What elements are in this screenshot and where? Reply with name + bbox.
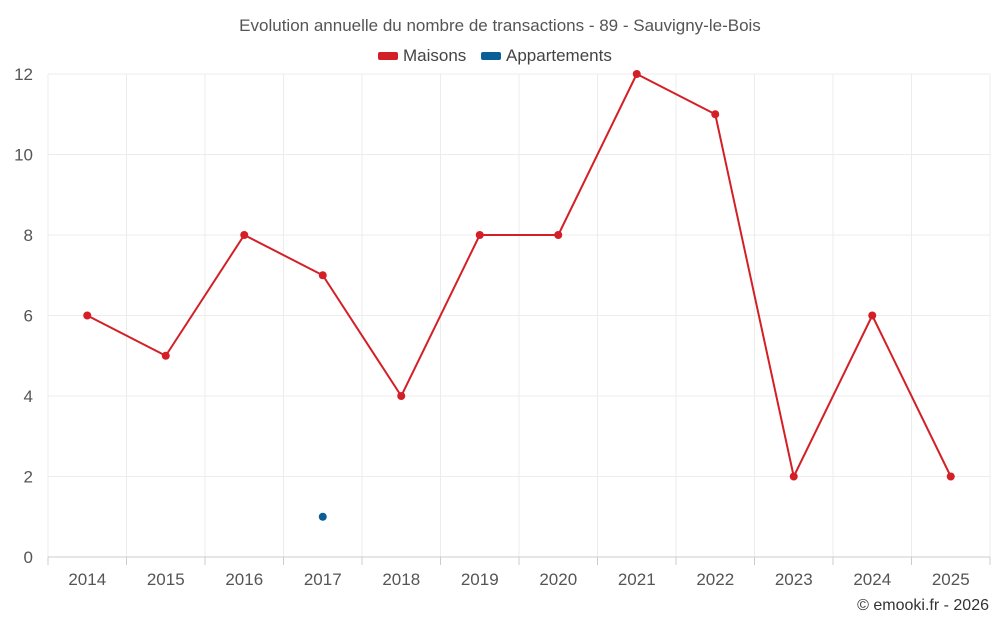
data-point-maisons[interactable] [83,311,92,320]
data-point-maisons[interactable] [318,271,327,280]
series-points [83,70,955,521]
legend-item-maisons[interactable]: Maisons [403,46,466,65]
y-tick-label: 12 [14,65,33,84]
legend: Maisons Appartements [378,46,612,65]
x-tick-label: 2014 [68,570,106,589]
data-point-maisons[interactable] [554,231,563,239]
data-point-maisons[interactable] [946,472,955,481]
legend-item-appartements[interactable]: Appartements [506,46,612,65]
data-point-maisons[interactable] [397,392,406,400]
x-tick-label: 2017 [304,570,342,589]
x-tick-label: 2020 [539,570,577,589]
series-lines [86,73,952,478]
y-tick-label: 6 [24,307,33,326]
x-tick-label: 2025 [932,570,970,589]
x-tick-label: 2023 [775,570,813,589]
data-point-maisons[interactable] [868,311,877,320]
data-point-maisons[interactable] [475,231,484,239]
y-tick-label: 2 [24,468,33,487]
data-point-appartements[interactable] [318,512,327,521]
data-point-maisons[interactable] [711,110,720,119]
legend-swatch-maisons [378,52,398,60]
x-tick-label: 2019 [461,570,499,589]
y-tick-label: 8 [24,226,33,245]
x-tick-label: 2022 [696,570,734,589]
x-tick-label: 2015 [147,570,185,589]
chart-title: Evolution annuelle du nombre de transact… [239,16,761,35]
x-tick-label: 2021 [618,570,656,589]
y-tick-label: 4 [24,387,33,406]
axes [47,556,991,565]
y-axis-ticks: 0 2 4 6 8 10 12 [14,65,33,567]
x-tick-label: 2018 [382,570,420,589]
legend-swatch-appartements [481,52,501,60]
credit-text: © emooki.fr - 2026 [857,597,989,614]
y-tick-label: 10 [14,146,33,165]
x-tick-label: 2024 [853,570,891,589]
x-axis-ticks: 2014 2015 2016 2017 2018 2019 2020 2021 2022 2023… [68,570,969,589]
x-tick-label: 2016 [225,570,263,589]
data-point-maisons[interactable] [789,472,798,481]
data-point-maisons[interactable] [632,70,641,78]
y-tick-label: 0 [24,548,33,567]
data-point-maisons[interactable] [240,231,249,239]
data-point-maisons[interactable] [161,351,170,360]
series-line-maisons [86,73,952,478]
